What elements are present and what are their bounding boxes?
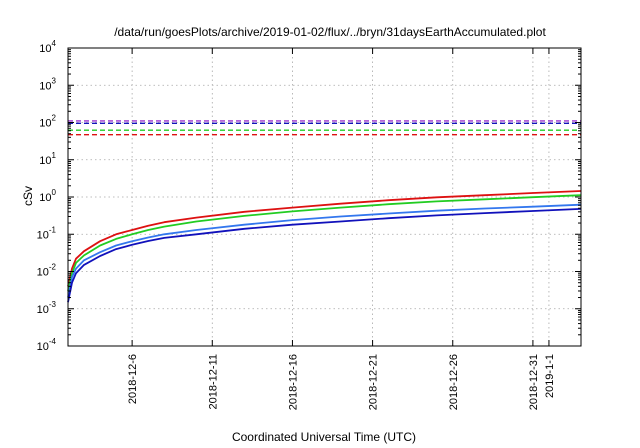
y-tick-base: 10 bbox=[37, 341, 49, 353]
y-tick-exponent: -1 bbox=[49, 225, 57, 234]
y-tick-exponent: 2 bbox=[52, 114, 57, 123]
y-tick-label: 10-3 bbox=[37, 300, 57, 316]
y-tick-base: 10 bbox=[37, 267, 49, 279]
y-tick-label: 101 bbox=[39, 151, 56, 167]
y-axis-label: cSv bbox=[21, 186, 35, 206]
y-tick-exponent: -2 bbox=[49, 263, 57, 272]
y-tick-exponent: 0 bbox=[52, 188, 57, 197]
plot-frame bbox=[67, 47, 582, 347]
chart-title: /data/run/goesPlots/archive/2019-01-02/f… bbox=[114, 25, 546, 39]
x-tick-label: 2018-12-6 bbox=[127, 354, 139, 404]
y-tick-label: 10-2 bbox=[37, 263, 57, 279]
series-line bbox=[67, 194, 582, 292]
y-tick-label: 10-4 bbox=[37, 337, 57, 353]
y-tick-base: 10 bbox=[37, 304, 49, 316]
x-axis-ticks: 2018-12-6 2018-12-11 2018-12-16 2018-12-21 2… bbox=[127, 48, 556, 410]
y-tick-exponent: 3 bbox=[52, 76, 57, 85]
series-line bbox=[67, 208, 582, 303]
y-tick-exponent: 4 bbox=[52, 39, 57, 48]
x-tick-label: 2018-12-16 bbox=[287, 354, 299, 410]
x-tick-label: 2018-12-11 bbox=[207, 354, 219, 409]
y-tick-label: 100 bbox=[39, 188, 56, 204]
x-tick-label: 2018-12-26 bbox=[448, 354, 460, 410]
series-line bbox=[67, 203, 582, 298]
data-series bbox=[67, 190, 582, 303]
y-tick-base: 10 bbox=[39, 155, 51, 167]
x-tick-label: 2018-12-31 bbox=[528, 354, 540, 410]
y-tick-base: 10 bbox=[39, 192, 51, 204]
y-tick-label: 104 bbox=[39, 39, 56, 55]
y-tick-base: 10 bbox=[39, 43, 51, 55]
y-tick-base: 10 bbox=[39, 80, 51, 92]
y-tick-exponent: -3 bbox=[49, 300, 57, 309]
series-line bbox=[67, 190, 582, 287]
y-tick-base: 10 bbox=[37, 229, 49, 241]
threshold-lines bbox=[68, 120, 581, 136]
y-tick-exponent: -4 bbox=[49, 337, 57, 346]
grid bbox=[68, 48, 581, 346]
x-tick-label: 2019-1-1 bbox=[544, 354, 556, 398]
x-tick-label: 2018-12-21 bbox=[368, 354, 380, 410]
y-tick-base: 10 bbox=[39, 118, 51, 130]
y-tick-label: 10-1 bbox=[37, 225, 57, 241]
y-tick-label: 102 bbox=[39, 114, 56, 130]
x-axis-label: Coordinated Universal Time (UTC) bbox=[232, 430, 416, 444]
y-tick-exponent: 1 bbox=[52, 151, 57, 160]
y-tick-label: 103 bbox=[39, 76, 56, 92]
